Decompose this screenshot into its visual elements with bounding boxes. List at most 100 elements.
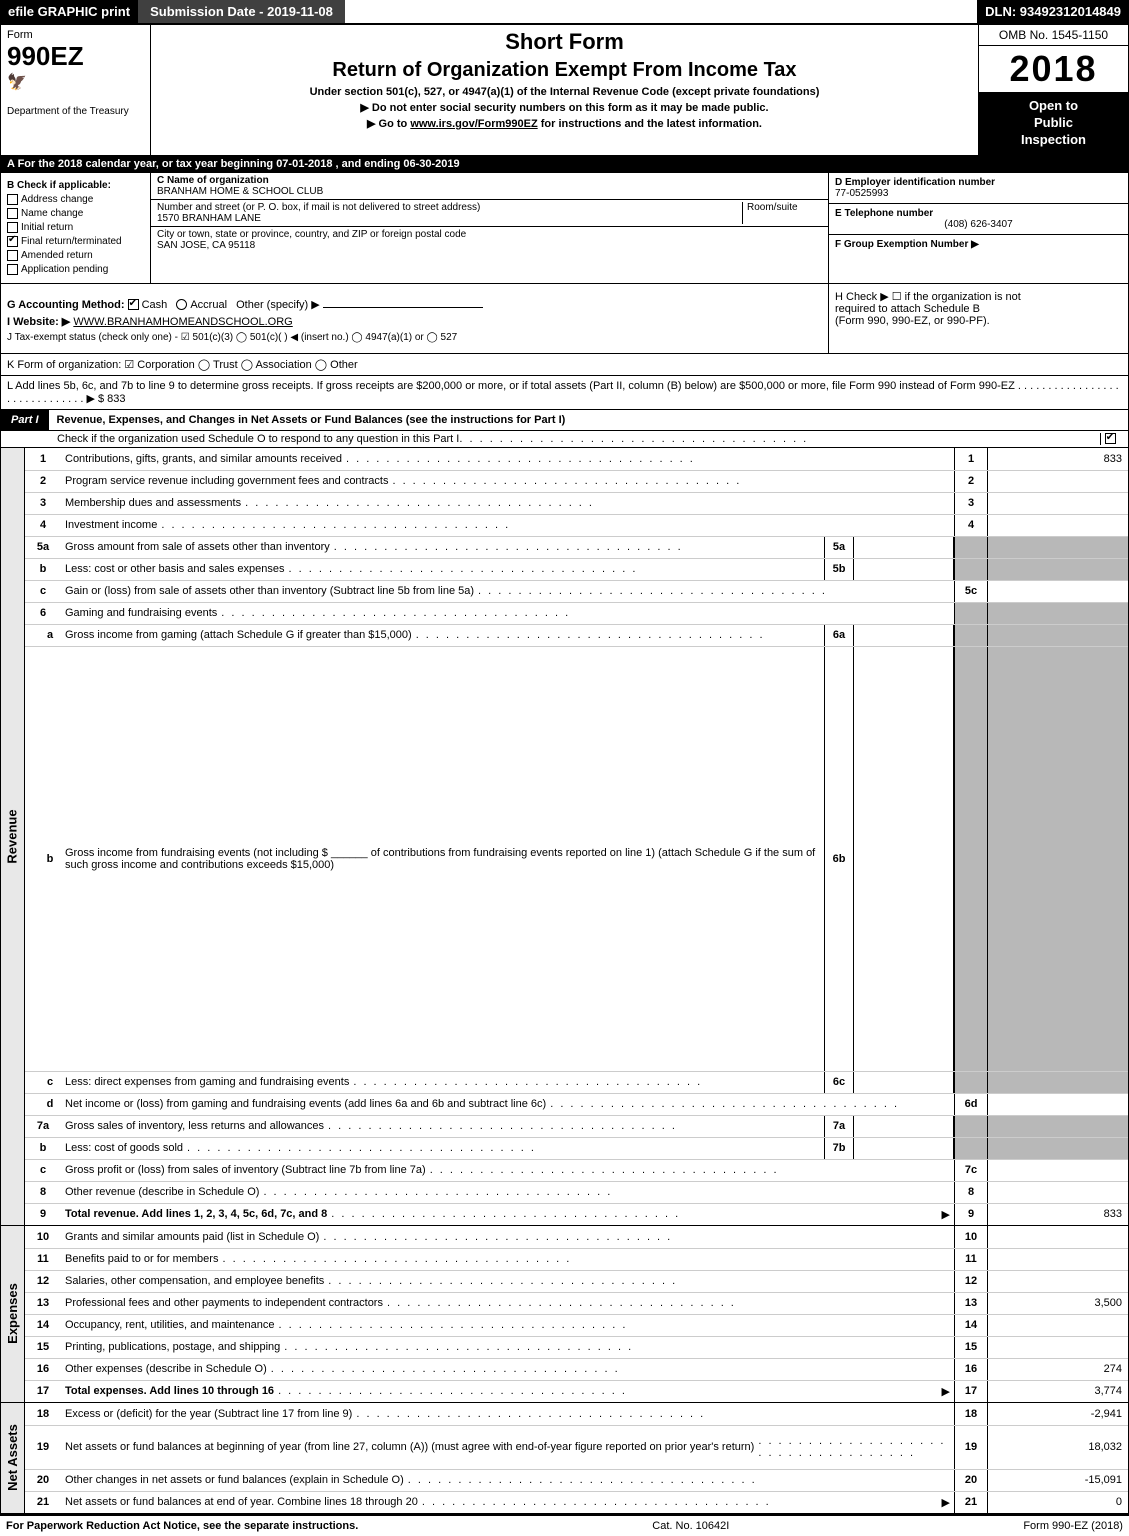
line-key: 8: [954, 1182, 988, 1203]
footer-right: Form 990-EZ (2018): [1023, 1520, 1123, 1532]
chk-initial-return[interactable]: Initial return: [7, 222, 144, 233]
line-value: [988, 1226, 1128, 1248]
line-number: 11: [25, 1251, 61, 1267]
chk-final-return[interactable]: Final return/terminated: [7, 236, 144, 247]
line-j: J Tax-exempt status (check only one) - ☑…: [7, 332, 822, 343]
line-key: 15: [954, 1337, 988, 1358]
irs-link[interactable]: www.irs.gov/Form990EZ: [410, 118, 537, 130]
footer-mid: Cat. No. 10642I: [652, 1520, 729, 1532]
line-description: Less: direct expenses from gaming and fu…: [61, 1074, 824, 1090]
line-key: 1: [954, 448, 988, 470]
form-line-16: 16Other expenses (describe in Schedule O…: [25, 1358, 1128, 1380]
return-title: Return of Organization Exempt From Incom…: [159, 59, 970, 82]
form-line-9: 9Total revenue. Add lines 1, 2, 3, 4, 5c…: [25, 1203, 1128, 1225]
box-def: D Employer identification number 77-0525…: [828, 173, 1128, 283]
part1-schedule-o-checkbox[interactable]: [1105, 433, 1116, 444]
ein-value: 77-0525993: [835, 188, 1122, 199]
line-number: 8: [25, 1184, 61, 1200]
line-key: 4: [954, 515, 988, 536]
line-description: Less: cost of goods sold: [61, 1140, 824, 1156]
part1-check-text: Check if the organization used Schedule …: [57, 433, 459, 445]
omb-number: OMB No. 1545-1150: [979, 25, 1128, 46]
g-accrual[interactable]: [176, 299, 187, 310]
line-description: Gross amount from sale of assets other t…: [61, 539, 824, 555]
subtitle: Under section 501(c), 527, or 4947(a)(1)…: [159, 86, 970, 98]
footer-left: For Paperwork Reduction Act Notice, see …: [6, 1520, 358, 1532]
form-line-b: bLess: cost or other basis and sales exp…: [25, 558, 1128, 580]
line-value-shaded: [988, 559, 1128, 580]
net-sidelabel: Net Assets: [1, 1403, 25, 1513]
g-cash[interactable]: [128, 299, 139, 310]
line-key-shaded: [954, 1138, 988, 1159]
open-l2: Public: [983, 115, 1124, 132]
line-description: Gross income from fundraising events (no…: [61, 647, 824, 1071]
line-description: Investment income: [61, 517, 954, 533]
line-description: Gross sales of inventory, less returns a…: [61, 1118, 824, 1134]
form-number: 990EZ: [7, 41, 144, 72]
line-description: Printing, publications, postage, and shi…: [61, 1339, 954, 1355]
expenses-section: Expenses 10Grants and similar amounts pa…: [0, 1226, 1129, 1403]
line-value: 833: [988, 1204, 1128, 1225]
line-value: -15,091: [988, 1470, 1128, 1491]
line-key: 2: [954, 471, 988, 492]
line-description: Less: cost or other basis and sales expe…: [61, 561, 824, 577]
form-label: Form: [7, 29, 144, 41]
line-description: Gross profit or (loss) from sales of inv…: [61, 1162, 954, 1178]
ghi-left: G Accounting Method: Cash Accrual Other …: [1, 284, 828, 353]
line-key-shaded: [954, 559, 988, 580]
line-number: 14: [25, 1317, 61, 1333]
line-key: 21: [954, 1492, 988, 1513]
line-description: Program service revenue including govern…: [61, 473, 954, 489]
line-key: 9: [954, 1204, 988, 1225]
line-value: [988, 1249, 1128, 1270]
line-description: Gross income from gaming (attach Schedul…: [61, 627, 824, 643]
c-label: C Name of organization: [157, 175, 822, 186]
line-value: [988, 1160, 1128, 1181]
box-c: C Name of organization BRANHAM HOME & SC…: [151, 173, 828, 283]
line-value-shaded: [988, 1138, 1128, 1159]
net-assets-section: Net Assets 18Excess or (deficit) for the…: [0, 1403, 1129, 1514]
chk-amended-return[interactable]: Amended return: [7, 250, 144, 261]
line-number: 3: [25, 495, 61, 511]
form-header: Form 990EZ 🦅 Department of the Treasury …: [0, 23, 1129, 156]
line-description: Other changes in net assets or fund bala…: [61, 1472, 954, 1488]
line-value-shaded: [988, 537, 1128, 558]
website-value[interactable]: WWW.BRANHAMHOMEANDSCHOOL.ORG: [73, 316, 292, 328]
line-description: Other expenses (describe in Schedule O): [61, 1361, 954, 1377]
sub-value: [854, 625, 954, 646]
line-description: Excess or (deficit) for the year (Subtra…: [61, 1406, 954, 1422]
header-left: Form 990EZ 🦅 Department of the Treasury: [1, 25, 151, 155]
line-number: 7a: [25, 1118, 61, 1134]
chk-application-pending[interactable]: Application pending: [7, 264, 144, 275]
h-box: H Check ▶ ☐ if the organization is not r…: [828, 284, 1128, 353]
line-number: 1: [25, 451, 61, 467]
line-value: 0: [988, 1492, 1128, 1513]
line-description: Salaries, other compensation, and employ…: [61, 1273, 954, 1289]
sub-value: [854, 537, 954, 558]
calendar-year-row: A For the 2018 calendar year, or tax yea…: [0, 156, 1129, 173]
line-value: [988, 581, 1128, 602]
line-value: -2,941: [988, 1403, 1128, 1425]
revenue-section: Revenue 1Contributions, gifts, grants, a…: [0, 448, 1129, 1226]
line-description: Other revenue (describe in Schedule O): [61, 1184, 954, 1200]
form-line-1: 1Contributions, gifts, grants, and simil…: [25, 448, 1128, 470]
e-label: E Telephone number: [835, 208, 1122, 219]
line-description: Contributions, gifts, grants, and simila…: [61, 451, 954, 467]
line-description: Professional fees and other payments to …: [61, 1295, 954, 1311]
chk-name-change[interactable]: Name change: [7, 208, 144, 219]
g-other-input[interactable]: [323, 294, 483, 308]
g-label: G Accounting Method:: [7, 299, 125, 311]
header-right: OMB No. 1545-1150 2018 Open to Public In…: [978, 25, 1128, 155]
form-line-d: dNet income or (loss) from gaming and fu…: [25, 1093, 1128, 1115]
line-value: [988, 1337, 1128, 1358]
open-to-public: Open to Public Inspection: [979, 92, 1128, 155]
chk-address-change[interactable]: Address change: [7, 194, 144, 205]
line-key-shaded: [954, 603, 988, 624]
line-key: 10: [954, 1226, 988, 1248]
top-bar: efile GRAPHIC print Submission Date - 20…: [0, 0, 1129, 23]
form-line-3: 3Membership dues and assessments3: [25, 492, 1128, 514]
form-line-15: 15Printing, publications, postage, and s…: [25, 1336, 1128, 1358]
city-label: City or town, state or province, country…: [157, 229, 822, 240]
goto-link[interactable]: ▶ Go to www.irs.gov/Form990EZ for instru…: [159, 117, 970, 130]
part1-title: Revenue, Expenses, and Changes in Net As…: [49, 410, 574, 430]
